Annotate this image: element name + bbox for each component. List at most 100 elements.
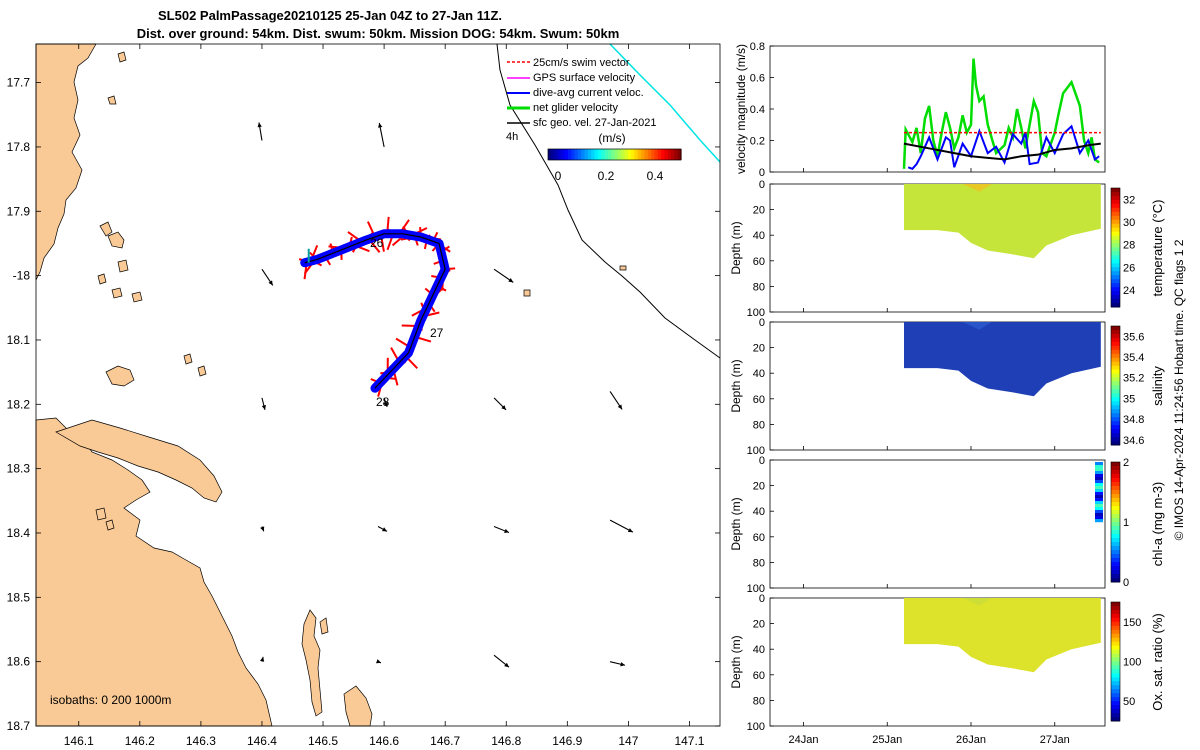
section-colorbar-segment	[1111, 373, 1120, 379]
colorbar-segment	[641, 149, 646, 160]
section-colorbar-segment	[1111, 661, 1120, 666]
section-colorbar-segment	[1111, 223, 1120, 229]
time-tick-label: 27Jan	[1040, 734, 1070, 746]
lon-tick-label: 146.6	[369, 734, 399, 748]
depth-tick-label: 100	[747, 583, 765, 595]
section-colorbar-segment	[1111, 625, 1120, 631]
section-colorbar-segment	[1111, 283, 1120, 288]
colorbar-tick-0: 0	[555, 169, 562, 183]
section-colorbar-segment	[1111, 303, 1120, 308]
section-colorbar-segment	[1111, 409, 1120, 414]
colorbar-segment	[667, 149, 672, 160]
section-colorbar-segment	[1111, 498, 1120, 503]
colorbar-segment	[634, 149, 639, 160]
section-colorbar-tick: 1	[1123, 517, 1129, 529]
depth-tick-label: 40	[753, 230, 765, 242]
geo-vector-head	[268, 280, 273, 286]
lat-tick-label: 18.3	[7, 462, 31, 476]
section-colorbar-segment	[1111, 673, 1120, 678]
island-e	[97, 273, 107, 285]
colorbar-segment	[597, 149, 602, 160]
section-colorbar-segment	[1111, 570, 1120, 575]
section-colorbar-segment	[1111, 247, 1120, 252]
island-b	[99, 221, 113, 237]
section-colorbar-segment	[1111, 425, 1120, 430]
chl-a-data	[1095, 504, 1103, 508]
section-colorbar-segment	[1111, 482, 1120, 487]
section-colorbar-segment	[1111, 251, 1120, 256]
hinchinbrook-island	[55, 419, 223, 503]
lon-tick-label: 146.9	[552, 734, 582, 748]
geo-vector-head	[627, 528, 633, 533]
section-colorbar-segment	[1111, 191, 1120, 197]
island-a	[105, 365, 135, 387]
velocity-ytick-label: 0.4	[750, 104, 765, 116]
section-colorbar-segment	[1111, 275, 1120, 280]
section-colorbar-tick: 28	[1123, 240, 1135, 252]
section-colorbar-segment	[1111, 462, 1120, 467]
section-colorbar-segment	[1111, 554, 1120, 559]
section-colorbar-segment	[1111, 271, 1120, 276]
section-colorbar-segment	[1111, 267, 1120, 272]
section-colorbar-segment	[1111, 617, 1120, 623]
section-colorbar-tick: 26	[1123, 262, 1135, 274]
map-panel: 26 27 28 25cm/s swim vector GPS surface …	[7, 43, 721, 748]
section-data	[904, 322, 1101, 397]
section-colorbar-segment	[1111, 538, 1120, 543]
colorbar-segment	[647, 149, 652, 160]
depth-tick-label: 100	[747, 307, 765, 319]
section-colorbar-segment	[1111, 574, 1120, 579]
lat-tick-label: 18.2	[7, 397, 31, 411]
colorbar-segment	[617, 149, 622, 160]
island-j	[197, 365, 207, 377]
chl-a-data	[1095, 495, 1103, 499]
chl-a-data	[1095, 489, 1103, 493]
chl-a-data	[1095, 480, 1103, 484]
section-colorbar-segment	[1111, 295, 1120, 300]
colorbar-tick-2: 0.4	[647, 169, 664, 183]
geo-vector-head	[261, 404, 266, 410]
colorbar-segment	[624, 149, 629, 160]
section-colorbar-segment	[1111, 526, 1120, 531]
section-colorbar-segment	[1111, 349, 1120, 355]
colorbar-segment	[554, 149, 559, 160]
section-colorbar-segment	[1111, 514, 1120, 519]
velocity-ytick-label: 0.6	[750, 73, 765, 85]
section-colorbar-segment	[1111, 506, 1120, 511]
section-colorbar-segment	[1111, 255, 1120, 260]
depth-tick-label: 40	[753, 644, 765, 656]
section-colorbar-frame	[1110, 461, 1121, 583]
section-colorbar-segment	[1111, 365, 1120, 371]
colorbar-segment	[614, 149, 619, 160]
lon-tick-label: 146.3	[186, 734, 216, 748]
velocity-ylabel: velocity magnitude (m/s)	[734, 44, 748, 174]
depth-tick-label: 60	[753, 394, 765, 406]
section-colorbar-frame	[1110, 187, 1121, 308]
island-d	[117, 259, 129, 273]
mainland-south	[35, 417, 273, 727]
land	[35, 43, 627, 727]
section-colorbar-segment	[1111, 542, 1120, 547]
time-tick-label: 26Jan	[956, 734, 986, 746]
colorbar-segment	[591, 149, 596, 160]
glider-track	[298, 216, 456, 397]
legend-time-label: 4h	[506, 131, 518, 143]
section-colorbar-segment	[1111, 566, 1120, 571]
geo-vector-head	[620, 662, 626, 667]
colorbar-segment	[577, 149, 582, 160]
depth-tick-label: 80	[753, 557, 765, 569]
section-data	[904, 598, 1101, 673]
section-colorbar-segment	[1111, 665, 1120, 670]
geo-vector-head	[260, 526, 265, 532]
section-colorbar-segment	[1111, 231, 1120, 237]
geo-vector-head	[382, 527, 387, 532]
section-colorbar-tick: 50	[1123, 696, 1135, 708]
section-colorbar-segment	[1111, 689, 1120, 694]
section-colorbar-segment	[1111, 259, 1120, 264]
colorbar-segment	[584, 149, 589, 160]
colorbar-frame	[547, 148, 682, 161]
time-axis-ticks: 24Jan 25Jan 26Jan 27Jan	[789, 168, 1070, 746]
geo-vector-head	[617, 404, 623, 410]
section-colorbar-segment	[1111, 393, 1120, 398]
section-colorbar-segment	[1111, 685, 1120, 690]
